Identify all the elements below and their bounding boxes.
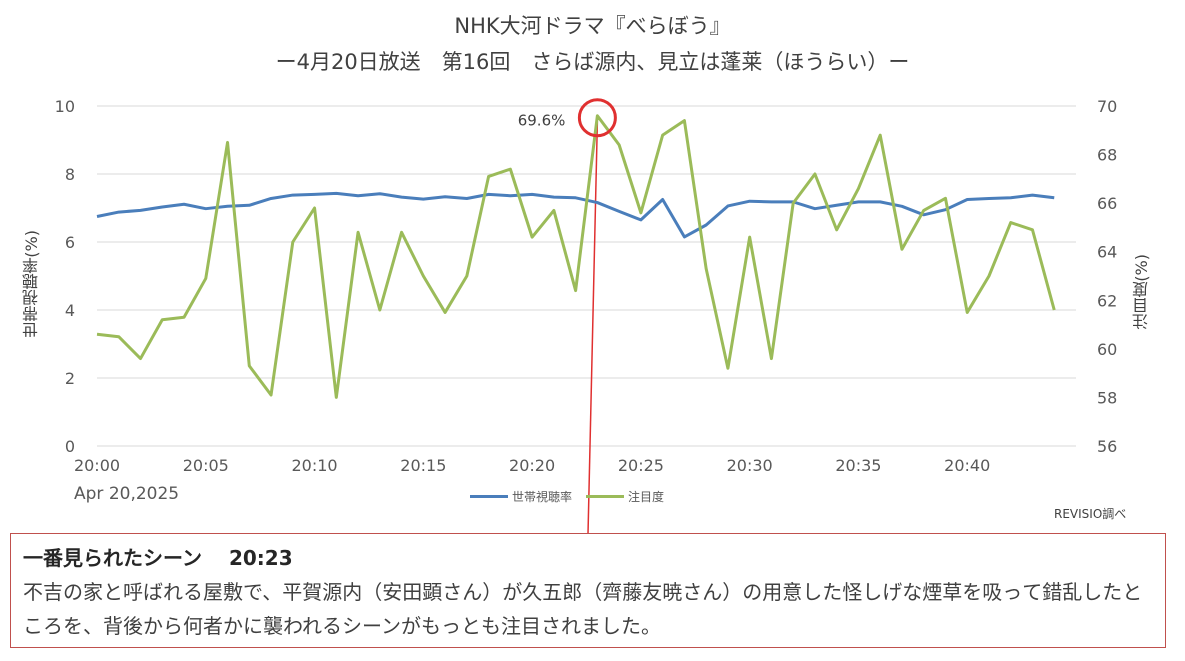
x-tick-label: 20:30 [727,456,773,475]
note-heading-row: 一番見られたシーン 20:23 [23,542,1153,571]
y-left-tick-label: 10 [55,97,75,116]
y-left-tick-label: 0 [65,437,75,456]
x-tick-label: 20:25 [618,456,664,475]
x-tick-label: 20:00 [74,456,120,475]
y-right-tick-label: 70 [1097,97,1117,116]
note-body: 不吉の家と呼ばれる屋敷で、平賀源内（安田顕さん）が久五郎（齊藤友暁さん）の用意し… [23,580,1143,638]
legend-label-ratings: 世帯視聴率 [512,490,573,504]
y-left-tick-label: 6 [65,233,75,252]
legend-swatch-attention [586,495,625,498]
note-time: 20:23 [228,546,293,570]
date-label: Apr 20,2025 [74,484,180,504]
legend-item-ratings: 世帯視聴率 [470,488,572,505]
peak-marker [577,98,617,138]
x-tick-label: 20:20 [509,456,555,475]
series-line-ratings [96,191,1055,239]
chart-subtitle: ー4月20日放送 第16回 さらば源内、見立は蓬莱（ほうらい）ー [275,50,910,74]
y-right-tick-label: 56 [1097,437,1117,456]
chart-title: NHK大河ドラマ『べらぼう』 [454,14,731,38]
y-left-tick-label: 8 [65,165,75,184]
highlight-note: 一番見られたシーン 20:23 不吉の家と呼ばれる屋敷で、平賀源内（安田顕さん）… [10,533,1166,648]
y-right-tick-label: 66 [1097,194,1117,213]
series-line-attention [96,114,1056,399]
x-tick-label: 20:10 [292,456,338,475]
y-right-tick-label: 68 [1097,146,1117,165]
y-right-tick-label: 60 [1097,340,1117,359]
peak-label: 69.6% [518,112,566,130]
y-right-tick-label: 58 [1097,388,1117,407]
annotation-line [587,121,599,535]
x-tick-label: 20:05 [183,456,229,475]
x-tick-label: 20:40 [944,456,990,475]
y-right-tick-label: 62 [1097,291,1117,310]
legend-item-attention: 注目度 [586,488,664,505]
note-heading: 一番見られたシーン [23,546,202,570]
x-tick-label: 20:15 [400,456,446,475]
y-left-tick-label: 2 [65,369,75,388]
y-left-tick-label: 4 [65,301,75,320]
source-label: REVISIO調べ [1054,507,1127,521]
legend-swatch-ratings [470,495,508,498]
legend-label-attention: 注目度 [628,490,665,504]
chart-legend: 世帯視聴率 注目度 [470,488,678,505]
y-right-tick-label: 64 [1097,243,1117,262]
x-tick-label: 20:35 [835,456,881,475]
